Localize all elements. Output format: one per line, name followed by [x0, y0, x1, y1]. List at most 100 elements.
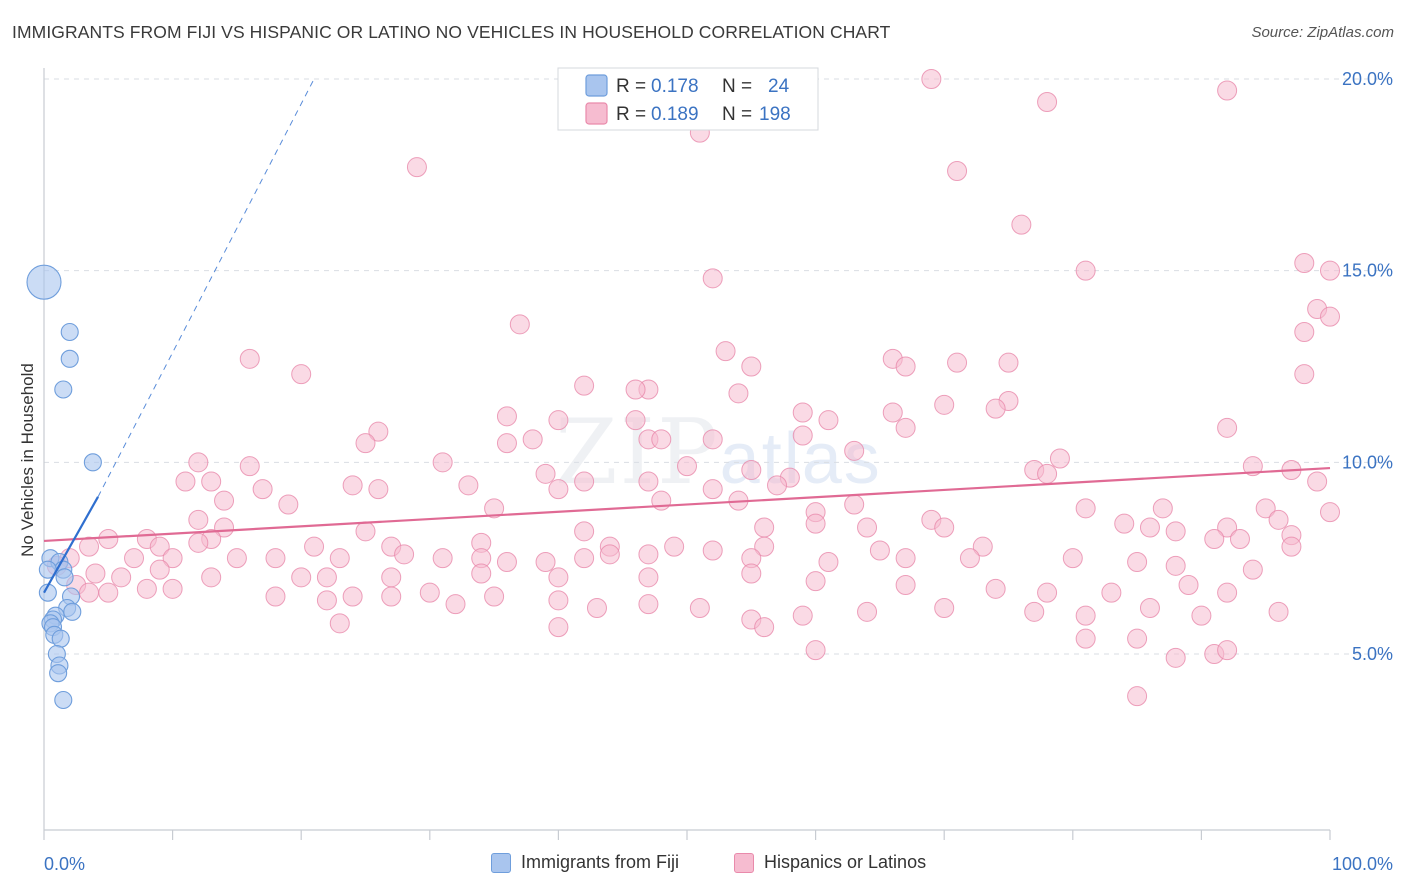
hispanic-point [947, 161, 968, 181]
hispanic-point [715, 341, 736, 362]
hispanic-point [316, 567, 337, 588]
hispanic-point [1178, 575, 1199, 595]
legend-r-value-hisp: 0.189 [651, 104, 699, 125]
hispanic-point [574, 548, 595, 569]
y-tick-label: 15.0% [1342, 261, 1393, 281]
hispanic-point [844, 494, 865, 515]
hispanic-point [496, 433, 517, 454]
hispanic-point [535, 552, 556, 572]
hispanic-point [188, 509, 209, 530]
hispanic-point [162, 578, 183, 599]
hispanic-point [638, 567, 659, 588]
hispanic-point [1307, 471, 1328, 492]
hispanic-point [625, 410, 646, 431]
hispanic-point [381, 567, 402, 588]
hispanic-point [355, 433, 376, 454]
hispanic-point [895, 356, 916, 377]
y-tick-label: 5.0% [1352, 644, 1393, 664]
hispanic-point [741, 356, 762, 377]
fiji-point [55, 568, 74, 587]
hispanic-point [548, 567, 569, 588]
hispanic-point [754, 536, 775, 557]
hispanic-point [702, 429, 723, 450]
hispanic-point [1320, 502, 1340, 523]
hispanic-point [1320, 260, 1340, 281]
legend-n-label-hisp: N = [722, 104, 757, 125]
hispanic-point [754, 617, 775, 638]
hispanic-point [638, 594, 659, 615]
hispanic-point [1075, 628, 1096, 649]
hispanic-point [239, 348, 260, 369]
hispanic-point [805, 513, 826, 534]
hispanic-point [1294, 322, 1315, 342]
hispanic-point [651, 429, 672, 450]
hispanic-point [934, 598, 955, 618]
hispanic-point [535, 463, 556, 484]
hispanic-point [1242, 559, 1263, 580]
hispanic-point [1268, 601, 1289, 622]
hispanic-point [162, 548, 183, 569]
fiji-trend-line [43, 496, 99, 594]
hispanic-point [1037, 582, 1058, 603]
hispanic-point [1294, 364, 1315, 385]
axes [43, 68, 1330, 831]
hispanic-point [278, 494, 299, 515]
hispanic-point [818, 552, 839, 572]
hispanic-point [985, 398, 1006, 419]
hispanic-point [252, 479, 273, 500]
hispanic-point [1281, 536, 1302, 557]
hispanic-point [175, 471, 196, 492]
fiji-point [54, 380, 73, 399]
hispanic-point [895, 575, 916, 595]
hispanic-point [574, 521, 595, 542]
hispanic-point [79, 536, 100, 557]
hispanic-point [432, 548, 453, 569]
fiji-point [60, 322, 79, 342]
legend-r-value-fiji: 0.178 [651, 76, 699, 97]
hispanic-point [265, 586, 286, 607]
hispanic-point [792, 425, 813, 446]
hispanic-point [677, 456, 697, 477]
hispanic-point [702, 479, 723, 500]
hispanic-point [741, 460, 762, 480]
hispanic-point [767, 475, 788, 496]
fiji-point [51, 629, 70, 648]
fiji-point [83, 453, 102, 472]
hispanic-point [1114, 513, 1135, 534]
hispanic-point [368, 421, 389, 442]
legend-r-label-fiji: R = [616, 76, 651, 97]
fiji-point [54, 690, 73, 710]
hispanic-point [1024, 601, 1045, 622]
hispanic-point [1165, 647, 1186, 668]
hispanic-point [98, 529, 119, 549]
hispanic-point [1320, 306, 1340, 327]
hispanic-point [98, 582, 119, 603]
hispanic-point [458, 475, 479, 496]
x-tick-label-min: 0.0% [44, 854, 85, 874]
hispanic-point [728, 383, 749, 404]
hispanic-point [959, 548, 980, 569]
hispanic-point [1139, 517, 1160, 538]
hispanic-point [1075, 605, 1096, 626]
hispanic-point [1101, 582, 1122, 603]
hispanic-point [1165, 521, 1186, 542]
hispanic-point [394, 544, 415, 565]
hispanic-point [1191, 605, 1212, 626]
fiji-points [26, 264, 102, 710]
hispanic-point [548, 410, 569, 431]
hispanic-point [805, 640, 826, 661]
hispanic-point [1075, 498, 1096, 519]
hispanic-point [226, 548, 247, 569]
hispanic-point [1062, 548, 1083, 569]
chart-title: IMMIGRANTS FROM FIJI VS HISPANIC OR LATI… [12, 22, 891, 42]
hispanic-point [921, 69, 942, 89]
hispanic-point [985, 578, 1006, 599]
hispanic-point [689, 598, 710, 618]
hispanic-point [792, 402, 813, 423]
hispanic-point [857, 601, 878, 622]
bottom-legend-hisp: Hispanics or Latinos [734, 852, 926, 873]
fiji-point [26, 264, 62, 300]
legend-n-value-hisp: 198 [759, 104, 791, 125]
hispanic-point [574, 471, 595, 492]
bottom-legend-fiji: Immigrants from Fiji [491, 852, 679, 873]
